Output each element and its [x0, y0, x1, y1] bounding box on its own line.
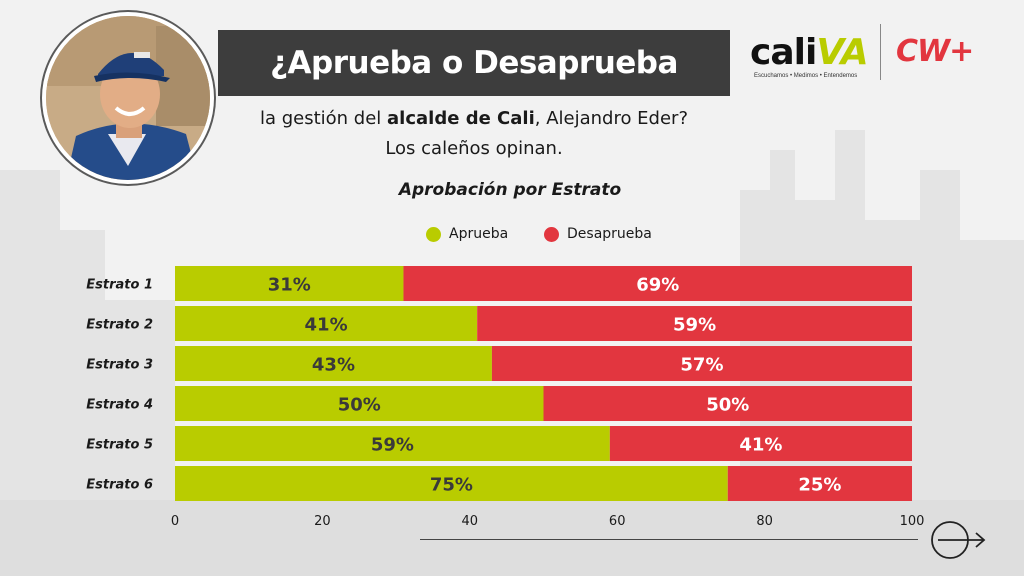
x-tick-label: 40 [462, 514, 479, 529]
subtitle-pre: la gestión del [259, 108, 388, 129]
data-label-desaprueba: 59% [673, 315, 716, 336]
bar-desaprueba-3 [491, 346, 912, 381]
category-label: Estrato 1 [86, 278, 153, 293]
bar-desaprueba-2 [477, 306, 912, 341]
bar-aprueba-1 [175, 266, 404, 301]
data-label-desaprueba: 69% [636, 275, 679, 296]
x-tick-label: 80 [756, 514, 773, 529]
legend-label-desaprueba: Desaprueba [567, 226, 652, 242]
legend-swatch-aprueba [426, 226, 441, 242]
x-tick-label: 0 [171, 514, 179, 529]
chart-title: Aprobación por Estrato [398, 180, 622, 200]
x-tick-label: 20 [314, 514, 331, 529]
data-label-aprueba: 41% [305, 315, 348, 336]
subtitle-bold: alcalde de Cali [387, 108, 535, 129]
caliva-logo-accent: VA [816, 32, 868, 73]
bar-desaprueba-6 [727, 466, 912, 501]
legend-label-aprueba: Aprueba [449, 226, 509, 242]
caliva-logo-word: cali [750, 32, 817, 73]
bar-desaprueba-5 [609, 426, 912, 461]
bar-aprueba-3 [175, 346, 492, 381]
bar-aprueba-2 [175, 306, 478, 341]
legend-item-aprueba: Aprueba [426, 226, 508, 242]
cw-logo: CW+ [896, 34, 974, 69]
subtitle-line-2: Los caleños opinan. [385, 138, 563, 159]
data-label-desaprueba: 25% [798, 475, 841, 496]
caliva-logo-tagline: Escuchamos • Medimos • Entendemos [754, 73, 858, 79]
chart-legend: Aprueba Desaprueba [0, 226, 1024, 246]
category-label: Estrato 4 [86, 398, 153, 413]
arrow-right-icon[interactable] [930, 520, 988, 560]
bar-desaprueba-4 [543, 386, 912, 421]
subtitle-line-1: la gestión del alcalde de Cali, Alejandr… [218, 104, 730, 134]
bar-aprueba-5 [175, 426, 610, 461]
category-label: Estrato 2 [86, 318, 153, 333]
data-label-aprueba: 75% [430, 475, 473, 496]
data-label-desaprueba: 57% [680, 355, 723, 376]
data-label-aprueba: 59% [371, 435, 414, 456]
legend-swatch-desaprueba [544, 226, 559, 242]
bar-aprueba-6 [175, 466, 728, 501]
data-label-aprueba: 31% [268, 275, 311, 296]
category-label: Estrato 3 [86, 358, 153, 373]
data-label-desaprueba: 41% [739, 435, 782, 456]
data-label-aprueba: 50% [338, 395, 381, 416]
subtitle: la gestión del alcalde de Cali, Alejandr… [218, 104, 730, 164]
logo-divider [880, 24, 881, 80]
category-label: Estrato 5 [86, 438, 153, 453]
legend-item-desaprueba: Desaprueba [544, 226, 652, 242]
data-label-desaprueba: 50% [706, 395, 749, 416]
bar-desaprueba-1 [403, 266, 912, 301]
mayor-photo [42, 12, 214, 184]
subtitle-post: , Alejandro Eder? [534, 108, 689, 129]
title-bar: ¿Aprueba o Desaprueba [218, 30, 730, 96]
data-label-aprueba: 43% [312, 355, 355, 376]
bar-aprueba-4 [175, 386, 544, 421]
caliva-logo: caliVA Escuchamos • Medimos • Entendemos [748, 30, 869, 84]
x-tick-label: 60 [609, 514, 626, 529]
decorative-line [420, 539, 918, 540]
page-title: ¿Aprueba o Desaprueba [270, 45, 678, 81]
category-label: Estrato 6 [86, 478, 153, 493]
x-tick-label: 100 [900, 514, 925, 529]
